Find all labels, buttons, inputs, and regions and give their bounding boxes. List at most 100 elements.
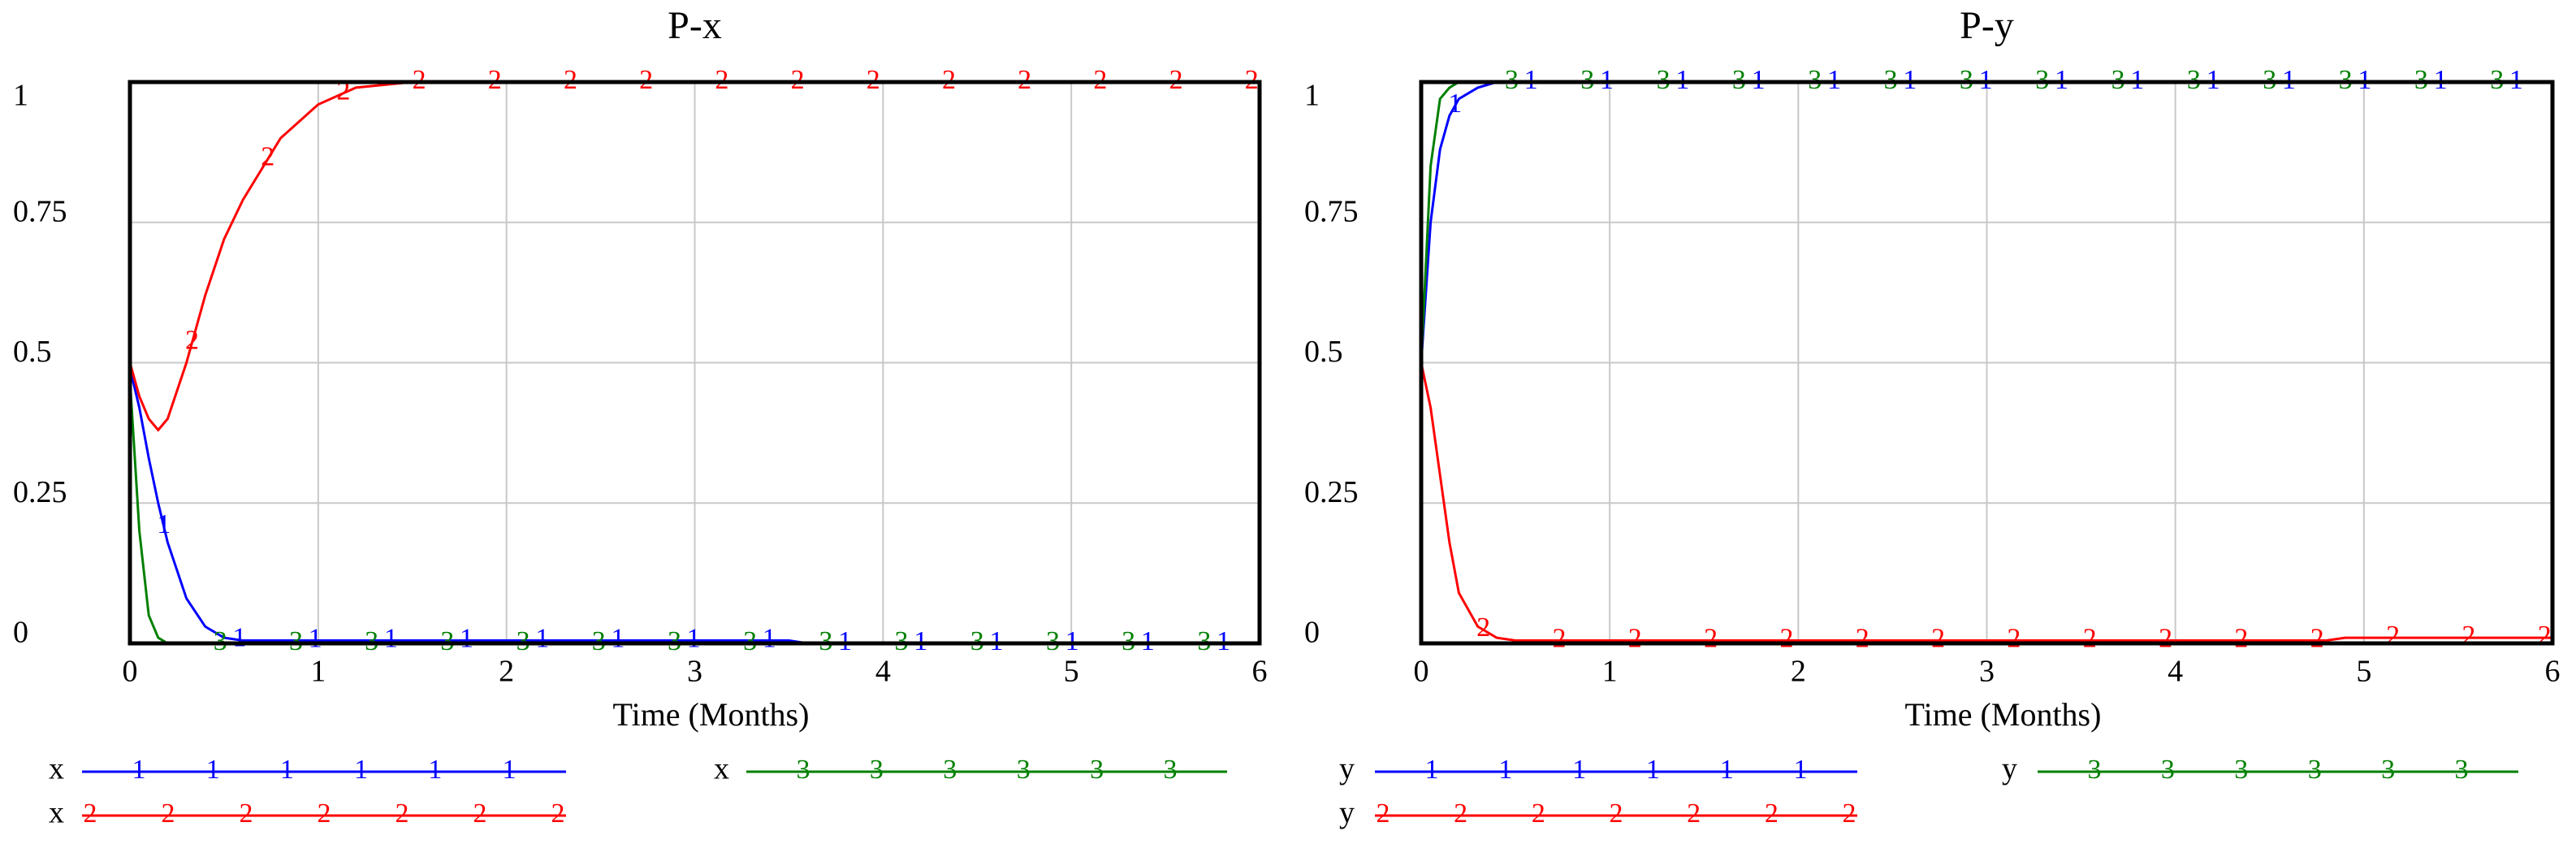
x-tick-label: 3 bbox=[1979, 655, 1995, 689]
legend-marker: 1 bbox=[1720, 755, 1734, 785]
series-marker: 2 bbox=[2083, 623, 2097, 653]
series-marker: 2 bbox=[2386, 621, 2400, 651]
legend-marker: 2 bbox=[318, 799, 331, 829]
series-marker: 3 bbox=[1505, 65, 1519, 95]
series-marker: 1 bbox=[611, 623, 625, 653]
series-marker: 2 bbox=[2007, 623, 2021, 653]
series-marker: 2 bbox=[488, 65, 502, 95]
series-marker: 2 bbox=[413, 65, 426, 95]
series-marker: 1 bbox=[1979, 65, 1993, 95]
series-marker: 2 bbox=[1931, 623, 1945, 653]
y-tick-label: 0.25 bbox=[1304, 475, 1359, 509]
series-marker: 1 bbox=[2055, 65, 2068, 95]
legend-marker: 2 bbox=[1610, 799, 1623, 829]
series-marker: 1 bbox=[1827, 65, 1841, 95]
legend-marker: 2 bbox=[1687, 799, 1701, 829]
series-marker: 3 bbox=[2111, 65, 2125, 95]
series-marker: 3 bbox=[970, 626, 984, 656]
series-marker: 3 bbox=[1960, 65, 1973, 95]
legend-marker: 1 bbox=[1498, 755, 1512, 785]
series-marker: 2 bbox=[2159, 623, 2172, 653]
series-marker: 3 bbox=[2414, 65, 2428, 95]
series-marker: 2 bbox=[867, 65, 880, 95]
x-axis-title: Time (Months) bbox=[613, 696, 810, 733]
series-marker: 3 bbox=[819, 626, 832, 656]
chart-title: P-x bbox=[668, 4, 722, 47]
series-marker: 3 bbox=[2490, 65, 2504, 95]
series-marker: 2 bbox=[1018, 65, 1031, 95]
legend-label: y bbox=[1339, 752, 1355, 786]
series-marker: 2 bbox=[1476, 612, 1490, 643]
series-marker: 2 bbox=[1856, 623, 1869, 653]
legend-marker: 1 bbox=[206, 755, 220, 785]
legend-marker: 1 bbox=[280, 755, 294, 785]
legend-marker: 3 bbox=[2234, 755, 2248, 785]
series-marker: 2 bbox=[2538, 621, 2552, 651]
series-marker: 3 bbox=[1122, 626, 1135, 656]
legend-marker: 1 bbox=[1794, 755, 1808, 785]
legend-marker: 1 bbox=[132, 755, 146, 785]
x-tick-label: 4 bbox=[875, 655, 891, 689]
series-marker: 1 bbox=[989, 626, 1003, 656]
legend-marker: 2 bbox=[1454, 799, 1467, 829]
x-tick-label: 6 bbox=[2545, 655, 2561, 689]
series-marker: 3 bbox=[743, 626, 757, 656]
x-tick-label: 5 bbox=[1064, 655, 1079, 689]
series-marker: 3 bbox=[289, 626, 303, 656]
y-tick-label: 1 bbox=[13, 79, 28, 113]
series-marker: 3 bbox=[2035, 65, 2049, 95]
series-marker: 1 bbox=[2206, 65, 2220, 95]
series-marker: 3 bbox=[2187, 65, 2201, 95]
legend-marker: 3 bbox=[2308, 755, 2322, 785]
legend-label: x bbox=[714, 752, 729, 786]
legend-marker: 2 bbox=[1843, 799, 1856, 829]
series-marker: 1 bbox=[232, 623, 246, 653]
series-marker: 2 bbox=[2310, 623, 2324, 653]
legend-marker: 2 bbox=[240, 799, 253, 829]
series-marker: 2 bbox=[1093, 65, 1107, 95]
legend-marker: 3 bbox=[2381, 755, 2395, 785]
legend-marker: 3 bbox=[1164, 755, 1178, 785]
series-marker: 3 bbox=[592, 626, 606, 656]
series-marker: 1 bbox=[2130, 65, 2144, 95]
legend-marker: 3 bbox=[1017, 755, 1031, 785]
series-marker: 3 bbox=[516, 626, 530, 656]
x-tick-label: 2 bbox=[499, 655, 514, 689]
x-tick-label: 6 bbox=[1252, 655, 1268, 689]
series-marker: 3 bbox=[1657, 65, 1671, 95]
series-marker: 1 bbox=[157, 509, 171, 539]
series-marker: 2 bbox=[1628, 623, 1642, 653]
legend-marker: 1 bbox=[428, 755, 442, 785]
series-marker: 1 bbox=[1448, 89, 1462, 119]
y-tick-label: 0.5 bbox=[13, 335, 52, 369]
legend-marker: 3 bbox=[797, 755, 810, 785]
series-marker: 1 bbox=[535, 623, 549, 653]
y-tick-label: 0.5 bbox=[1304, 335, 1343, 369]
legend-marker: 1 bbox=[354, 755, 368, 785]
x-tick-label: 1 bbox=[310, 655, 326, 689]
legend-label: y bbox=[1339, 796, 1355, 830]
series-marker: 2 bbox=[2461, 621, 2475, 651]
series-marker: 2 bbox=[1552, 623, 1566, 653]
series-marker: 1 bbox=[838, 626, 852, 656]
x-tick-label: 1 bbox=[1602, 655, 1618, 689]
legend-marker: 2 bbox=[395, 799, 409, 829]
series-marker: 2 bbox=[261, 142, 274, 172]
x-axis-title: Time (Months) bbox=[1905, 696, 2102, 733]
series-marker: 2 bbox=[2234, 623, 2248, 653]
series-marker: 1 bbox=[1217, 626, 1230, 656]
legend-marker: 3 bbox=[870, 755, 884, 785]
legend-marker: 1 bbox=[1572, 755, 1586, 785]
legend-marker: 2 bbox=[84, 799, 97, 829]
legend-marker: 1 bbox=[1425, 755, 1439, 785]
series-marker: 1 bbox=[763, 623, 776, 653]
plot-frame bbox=[1419, 80, 2555, 646]
legend-marker: 2 bbox=[473, 799, 487, 829]
series-marker: 3 bbox=[1046, 626, 1060, 656]
series-marker: 1 bbox=[1065, 626, 1079, 656]
series-marker: 1 bbox=[384, 623, 398, 653]
series-line bbox=[1420, 362, 2552, 642]
series-marker: 3 bbox=[365, 626, 378, 656]
legend-marker: 3 bbox=[2161, 755, 2175, 785]
